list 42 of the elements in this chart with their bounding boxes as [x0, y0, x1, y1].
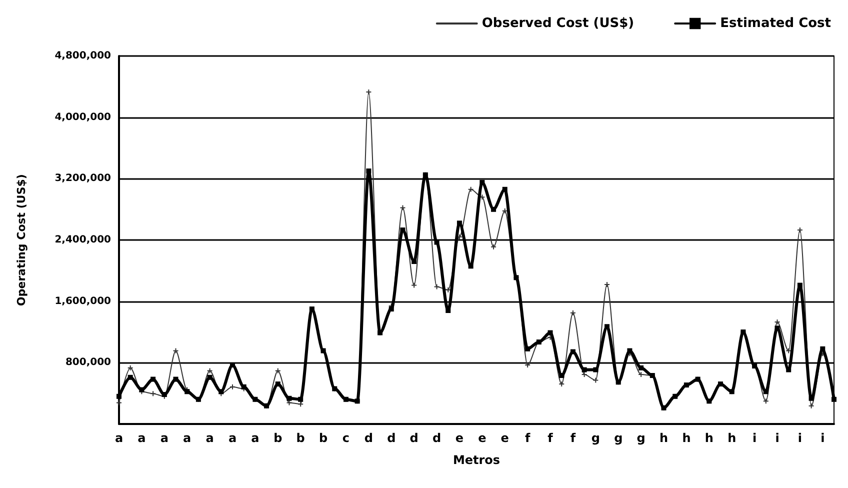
x-tick-label: b — [274, 431, 283, 445]
x-tick-label: d — [432, 431, 442, 445]
x-tick-label: f — [570, 431, 576, 445]
x-tick-label: g — [591, 431, 600, 445]
legend-label: Observed Cost (US$) — [482, 16, 634, 31]
x-tick-label: a — [114, 431, 124, 445]
x-tick-label: g — [636, 431, 646, 445]
x-tick-label: e — [455, 431, 464, 445]
x-tick-label: f — [524, 431, 531, 445]
x-tick-label: h — [728, 431, 736, 445]
x-tick-label: f — [548, 431, 554, 445]
y-tick-label: 3,200,000 — [54, 173, 112, 184]
x-tick-label: b — [318, 431, 328, 445]
x-tick-label: a — [228, 431, 237, 445]
y-tick-label: 2,400,000 — [54, 234, 112, 246]
x-tick-label: h — [659, 431, 668, 445]
x-tick-label: d — [410, 431, 418, 445]
x-tick-label: e — [500, 431, 509, 445]
x-tick-label: b — [296, 431, 306, 445]
x-tick-label: a — [251, 431, 260, 445]
x-tick-label: e — [478, 431, 486, 445]
y-tick-label: 800,000 — [65, 357, 112, 368]
x-tick-label: i — [798, 431, 802, 445]
x-tick-label: c — [342, 431, 350, 445]
x-tick-label: a — [160, 431, 168, 445]
x-tick-label: h — [682, 431, 691, 445]
x-tick-label: a — [183, 431, 192, 445]
x-tick-label: d — [364, 431, 373, 445]
x-tick-label: a — [138, 431, 146, 445]
x-tick-label: i — [775, 431, 780, 445]
y-tick-label: 4,000,000 — [54, 112, 112, 123]
x-axis-title: Metros — [452, 453, 500, 467]
legend-label: Estimated Cost — [720, 16, 832, 31]
x-tick-label: h — [704, 431, 714, 445]
y-tick-label: 4,800,000 — [54, 50, 112, 62]
y-axis-title: Operating Cost (US$) — [15, 174, 28, 306]
x-tick-label: d — [387, 431, 396, 445]
x-tick-label: i — [752, 431, 757, 445]
x-tick-label: g — [614, 431, 623, 445]
x-tick-label: i — [820, 431, 825, 445]
y-tick-label: 1,600,000 — [54, 296, 112, 307]
x-tick-label: a — [206, 431, 214, 445]
